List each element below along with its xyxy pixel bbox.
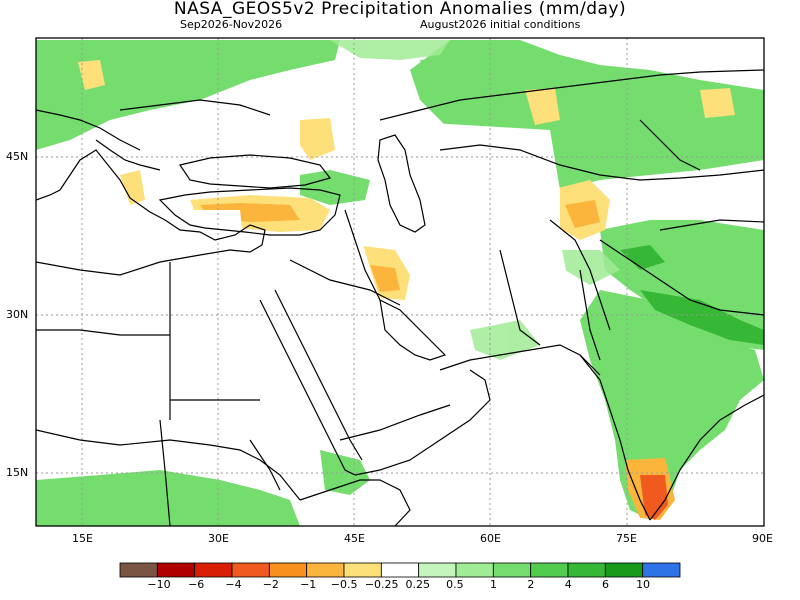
black-sea: [179, 154, 332, 189]
wet-light-iran: [470, 320, 540, 360]
no-anomaly-iran-afghanistan: [380, 120, 570, 315]
border-afghanistan-pakistan: [549, 219, 611, 331]
chart-title: NASA_GEOS5v2 Precipitation Anomalies (mm…: [173, 0, 627, 19]
colorbar-label-0: −10: [147, 578, 171, 591]
border-chad-sudan: [159, 419, 171, 526]
dry-region-mongolia: [700, 88, 735, 118]
red-sea-coast-east: [274, 289, 363, 461]
wet-light-north-india: [560, 250, 620, 285]
border-central-asia: [439, 144, 764, 181]
anomaly-layer: [36, 40, 764, 526]
coastlines-borders: [36, 69, 764, 526]
caspian-sea: [377, 134, 426, 233]
dry-region-kazakh: [300, 118, 335, 160]
horn-of-africa: [299, 479, 411, 526]
lon-label-90E: 90E: [752, 532, 773, 545]
colorbar-label-12: 6: [602, 578, 610, 591]
wet-anomaly-strong: [620, 245, 764, 345]
wet-light-central: [330, 40, 450, 60]
map-frame: [35, 37, 765, 527]
colorbar-label-5: −0.5: [330, 578, 358, 591]
dry-region-italy: [78, 60, 105, 90]
india-west-coast: [579, 354, 651, 521]
turkey-outline: [158, 187, 341, 236]
colorbar-label-4: −1: [300, 578, 317, 591]
dry-moderate-iraq: [370, 265, 400, 292]
border-iran-afghanistan: [499, 249, 541, 346]
forecast-period: Sep2026-Nov2026: [180, 18, 283, 31]
colorbar-label-13: 10: [636, 578, 651, 591]
graticule: [36, 38, 764, 526]
wet-strong-himalaya-north: [620, 245, 665, 270]
india-east-coast: [649, 394, 764, 521]
dry-region-balkans: [120, 170, 145, 205]
wet-strong-ganges: [640, 290, 764, 345]
dry-anomaly-strong: [640, 475, 668, 520]
wet-region-red-sea: [320, 450, 370, 495]
border-balkans: [95, 139, 161, 171]
border-north-africa: [36, 329, 170, 336]
no-anomaly-north-africa: [36, 210, 270, 470]
lon-label-45E: 45E: [344, 532, 365, 545]
colorbar-label-10: 2: [527, 578, 535, 591]
wet-anomaly-light: [330, 40, 620, 360]
arabian-peninsula-south: [354, 369, 491, 476]
wet-region-caucasus: [300, 170, 370, 205]
dry-region-caucasus-south: [525, 88, 560, 125]
border-china-kazakh: [639, 119, 701, 171]
border-saudi-yemen: [339, 404, 451, 441]
colorbar-label-8: 0.5: [446, 578, 464, 591]
dry-strong-south-india: [640, 475, 668, 520]
wet-region-caspian: [420, 55, 480, 100]
colorbar-label-7: 0.25: [405, 578, 430, 591]
lat-label-45N: 45N: [6, 150, 29, 163]
colorbar-label-9: 1: [490, 578, 498, 591]
red-sea-coast: [259, 299, 356, 476]
lon-label-75E: 75E: [616, 532, 637, 545]
dry-moderate-tajik: [565, 200, 600, 228]
lon-label-15E: 15E: [72, 532, 93, 545]
border-ukraine: [119, 99, 271, 116]
colorbar-label-6: −0.25: [364, 578, 399, 591]
border-saudi-north: [289, 259, 401, 306]
persian-gulf: [379, 298, 447, 361]
colorbar-label-3: −2: [262, 578, 279, 591]
mediterranean-coast: [36, 149, 266, 276]
border-iran-iraq: [344, 209, 381, 301]
colorbar-label-1: −6: [188, 578, 205, 591]
wet-region-europe: [36, 40, 340, 150]
africa-east-coast: [36, 429, 301, 501]
border-europe-inner: [36, 109, 141, 151]
lat-label-15N: 15N: [6, 466, 29, 479]
border-sudan-ethiopia: [249, 439, 281, 491]
no-anomaly-arabia: [240, 235, 480, 450]
border-tibet: [659, 219, 764, 231]
colorbar-label-2: −4: [225, 578, 242, 591]
no-anomaly-patches: [36, 120, 570, 470]
border-india-pakistan: [579, 269, 601, 361]
colorbar-label-11: 4: [564, 578, 572, 591]
initial-conditions: August2026 initial conditions: [420, 18, 581, 31]
border-india-china: [599, 239, 764, 316]
lon-label-60E: 60E: [480, 532, 501, 545]
border-russia-kazakh: [379, 69, 764, 121]
lon-label-30E: 30E: [208, 532, 229, 545]
lat-label-30N: 30N: [6, 308, 29, 321]
